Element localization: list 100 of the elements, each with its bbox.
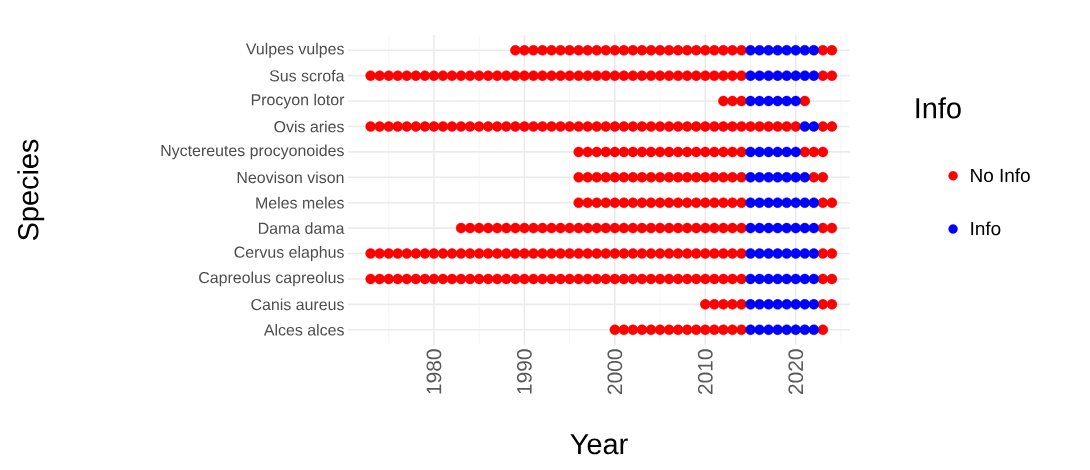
point	[709, 324, 720, 335]
point	[727, 121, 738, 132]
point	[663, 45, 675, 56]
point	[727, 70, 738, 81]
point	[727, 299, 738, 310]
point	[691, 70, 702, 81]
point	[510, 121, 521, 132]
point	[826, 121, 838, 132]
x-tick-label: 2010	[697, 349, 713, 395]
point	[663, 324, 675, 335]
point	[682, 248, 693, 259]
point	[519, 45, 530, 56]
y-tick-label: Nyctereutes procyonoides	[161, 144, 344, 160]
point	[627, 222, 639, 234]
point	[501, 273, 512, 285]
point	[826, 299, 838, 310]
point	[682, 273, 693, 285]
point	[826, 222, 838, 234]
point	[654, 45, 666, 56]
point	[401, 121, 412, 132]
point	[736, 172, 747, 183]
point	[663, 222, 675, 234]
point	[654, 197, 666, 208]
point	[826, 248, 838, 259]
point	[709, 45, 720, 56]
point	[808, 70, 820, 81]
point	[618, 222, 630, 234]
y-tick-label: Neovison vison	[237, 171, 344, 184]
point	[537, 70, 548, 81]
point	[654, 324, 666, 335]
point	[672, 146, 684, 158]
point	[501, 248, 512, 259]
point	[700, 45, 711, 56]
point	[799, 70, 810, 81]
point	[636, 121, 648, 132]
point	[609, 45, 621, 56]
point	[682, 324, 693, 335]
point	[718, 45, 729, 56]
point	[627, 273, 639, 285]
point	[492, 222, 503, 234]
point	[528, 273, 539, 285]
point	[446, 121, 458, 132]
point	[727, 324, 738, 335]
point	[672, 324, 684, 335]
point	[691, 172, 702, 183]
point	[501, 222, 512, 234]
point	[790, 95, 801, 107]
point	[492, 273, 503, 285]
point	[464, 273, 476, 285]
point	[428, 70, 440, 81]
point	[401, 70, 412, 81]
point	[618, 273, 630, 285]
point	[682, 172, 693, 183]
point	[636, 172, 648, 183]
point	[826, 197, 838, 208]
point	[627, 197, 639, 208]
point	[718, 197, 729, 208]
point	[700, 222, 711, 234]
point	[609, 248, 621, 259]
point	[609, 273, 621, 285]
point	[808, 222, 820, 234]
point	[682, 45, 693, 56]
x-tick-label: 2020	[788, 349, 804, 395]
point	[510, 45, 521, 56]
point	[682, 222, 693, 234]
point	[636, 197, 648, 208]
point	[718, 70, 729, 81]
point	[682, 197, 693, 208]
point	[700, 299, 711, 310]
point	[609, 70, 621, 81]
point	[709, 146, 720, 158]
point	[790, 146, 801, 158]
point	[727, 197, 738, 208]
point	[790, 248, 801, 259]
y-tick-label: Vulpes vulpes	[245, 42, 344, 58]
y-tick-label: Alces alces	[263, 323, 344, 336]
point	[618, 197, 630, 208]
legend-title: Info	[916, 97, 961, 119]
point	[736, 222, 747, 234]
point	[600, 70, 611, 81]
point	[428, 248, 440, 259]
point	[455, 121, 467, 132]
point	[663, 172, 675, 183]
y-tick-label: Ovis aries	[274, 120, 344, 133]
point	[709, 197, 720, 208]
point	[826, 273, 838, 285]
point	[537, 222, 548, 234]
point	[700, 146, 711, 158]
point	[600, 172, 611, 183]
point	[636, 222, 648, 234]
point	[672, 273, 684, 285]
point	[808, 324, 820, 335]
point	[492, 121, 503, 132]
point	[392, 248, 403, 259]
point	[645, 121, 657, 132]
point	[627, 45, 639, 56]
point	[627, 146, 639, 158]
point	[645, 273, 657, 285]
point	[700, 172, 711, 183]
point	[700, 273, 711, 285]
